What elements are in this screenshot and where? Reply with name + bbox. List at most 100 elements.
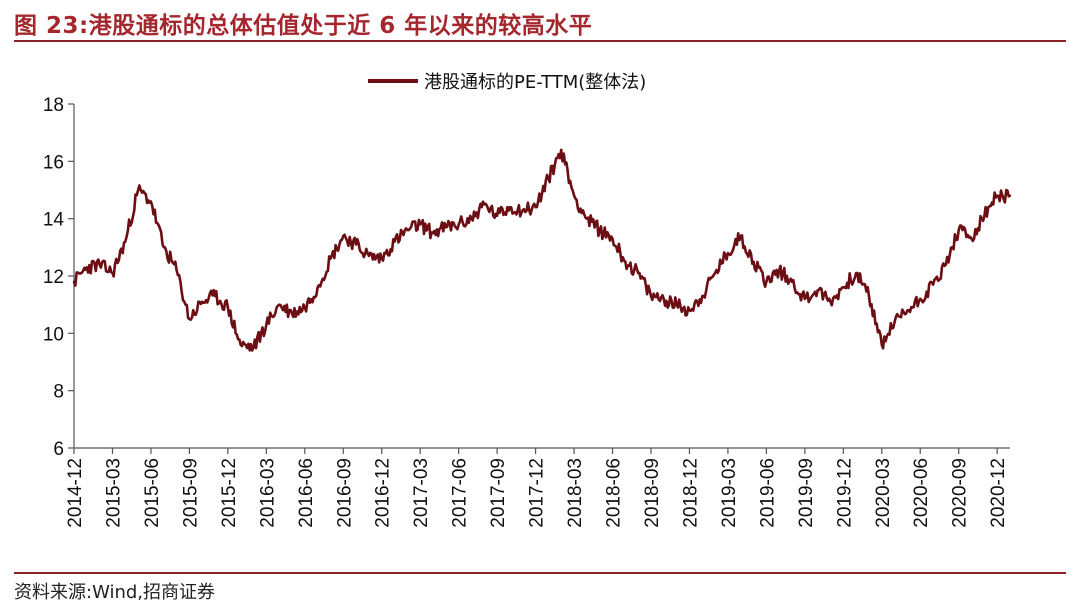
x-tick-label: 2017-03 [411,458,432,528]
data-point [98,263,101,266]
x-tick-label: 2017-06 [450,458,471,528]
data-point [906,309,909,312]
x-tick-label: 2020-12 [988,458,1009,528]
title-rule [14,40,1066,42]
data-point [495,214,499,217]
data-point [931,283,935,286]
data-point [162,246,165,249]
data-point [111,271,114,275]
data-point [996,194,999,197]
data-point [316,286,319,289]
data-point [790,280,794,283]
data-point [149,200,153,203]
y-tick-label: 12 [43,267,64,288]
data-point [213,294,217,298]
data-point [508,206,512,209]
data-point [624,260,627,263]
data-point [444,226,447,229]
data-point [201,300,204,303]
data-point [393,240,396,243]
data-point [893,320,896,324]
x-tick-label: 2020-09 [950,458,971,528]
data-point [919,297,922,301]
data-point [611,237,614,240]
x-tick-label: 2020-03 [873,458,894,528]
data-point [278,303,281,306]
data-point [970,237,973,240]
data-point [880,343,883,346]
data-point [803,297,806,301]
x-tick-label: 2020-06 [911,458,932,528]
x-tick-label: 2019-12 [834,458,855,528]
x-tick-label: 2016-12 [373,458,394,528]
data-point [572,194,576,197]
data-point [867,294,871,298]
x-tick-label: 2017-09 [488,458,509,528]
x-tick-label: 2017-12 [527,458,548,528]
data-point [778,269,781,272]
data-point [406,228,409,232]
data-point [380,257,383,260]
data-point [842,286,845,289]
x-axis: 2014-12 2015-03 2015-06 2015-09 2015-12 2016-… [65,447,1010,528]
data-point [329,257,332,260]
x-tick-label: 2019-03 [719,458,740,528]
data-point [701,294,704,298]
data-point [637,271,640,275]
data-point [649,294,653,298]
data-point [752,260,755,263]
data-point [342,234,345,238]
data-point [598,228,601,232]
data-point [226,306,230,309]
data-point [983,214,986,217]
data-point [739,234,742,238]
x-tick-label: 2018-12 [680,458,701,528]
series-line-pe-ttm [72,148,1011,352]
legend-label: 港股通标的PE-TTM(整体法) [424,72,646,93]
data-point [124,240,127,243]
x-tick-label: 2016-09 [334,458,355,528]
data-point [547,177,550,180]
y-tick-label: 8 [53,382,64,403]
data-point [136,188,140,192]
data-point [713,271,717,275]
y-tick-label: 16 [43,152,64,173]
y-tick-label: 18 [43,95,64,116]
data-point [688,309,691,312]
x-tick-label: 2019-09 [796,458,817,528]
x-tick-label: 2018-09 [642,458,663,528]
x-tick-label: 2018-06 [604,458,625,528]
data-point [534,206,537,209]
x-tick-label: 2015-06 [142,458,163,528]
data-point [483,203,486,206]
data-point [457,223,460,226]
data-point [585,217,589,220]
data-point [175,269,178,272]
data-point [239,343,242,346]
data-point [303,306,306,309]
data-point [726,251,730,255]
data-point [829,300,832,303]
y-tick-label: 10 [43,324,64,345]
x-tick-label: 2015-09 [180,458,201,528]
footer-rule [14,572,1066,574]
x-tick-label: 2015-03 [103,458,124,528]
x-tick-label: 2014-12 [65,458,86,528]
x-tick-label: 2015-12 [219,458,240,528]
data-point [560,148,563,152]
data-point [944,263,948,266]
data-point [521,208,524,212]
x-tick-label: 2019-06 [757,458,778,528]
data-point [957,228,960,232]
data-point [252,346,255,349]
y-axis: 6 8 10 12 14 16 18 [43,95,75,460]
y-tick-label: 6 [53,439,64,460]
data-point [816,289,819,292]
data-point [675,303,678,306]
figure-title: 图 23:港股通标的总体估值处于近 6 年以来的较高水平 [14,13,593,39]
data-point [1008,194,1012,197]
data-point [419,223,422,226]
x-tick-label: 2016-03 [257,458,278,528]
data-point [662,297,665,301]
